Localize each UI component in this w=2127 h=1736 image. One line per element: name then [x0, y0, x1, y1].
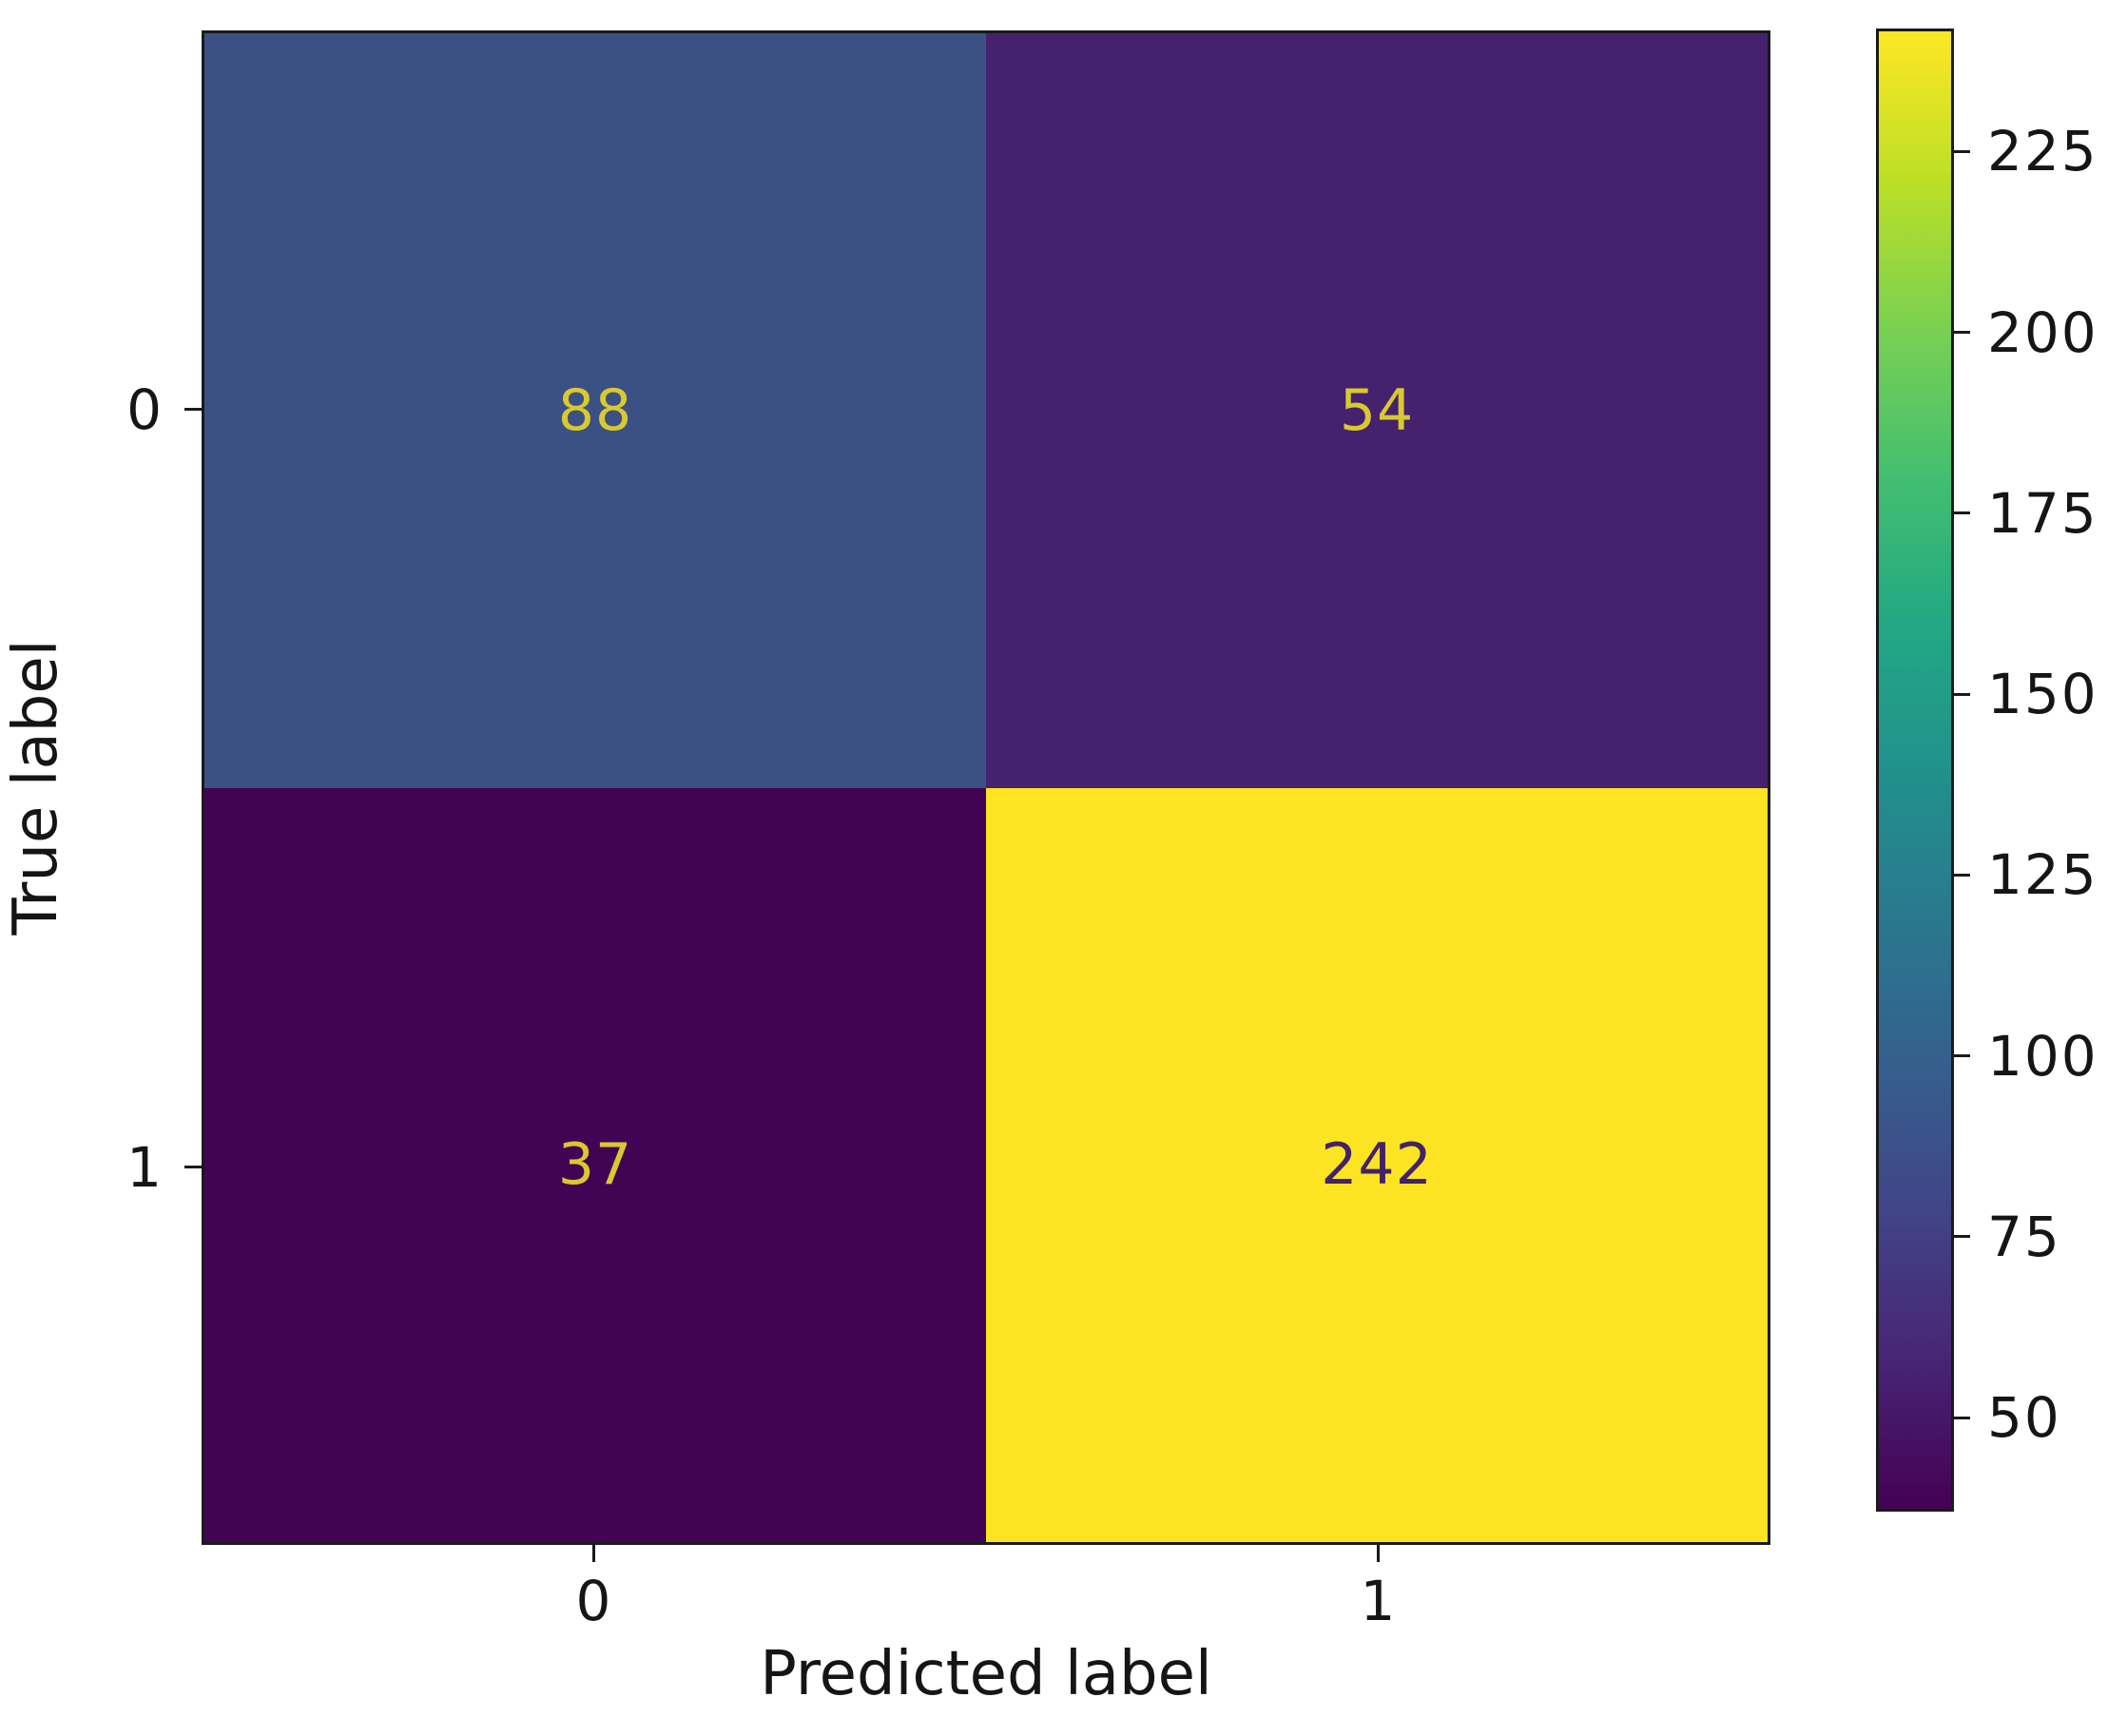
colorbar-tick-mark-125 [1954, 873, 1970, 877]
cell-true1-pred0: 37 [204, 787, 986, 1542]
colorbar-tick-mark-50 [1954, 1416, 1970, 1419]
y-tick-label-0: 0 [126, 377, 162, 442]
y-tick-mark-1 [184, 1166, 202, 1168]
cell-value: 242 [1321, 1131, 1433, 1199]
colorbar-tick-label-175: 175 [1987, 480, 2098, 546]
colorbar-tick-label-200: 200 [1987, 299, 2098, 365]
colorbar-tick-label-75: 75 [1987, 1204, 2061, 1269]
colorbar-tick-label-100: 100 [1987, 1023, 2098, 1089]
cell-true0-pred1: 54 [986, 33, 1768, 788]
cell-value: 88 [557, 376, 633, 444]
x-tick-label-0: 0 [575, 1569, 611, 1633]
x-tick-mark-1 [1377, 1545, 1380, 1562]
x-axis-title: Predicted label [760, 1639, 1212, 1709]
colorbar-tick-mark-75 [1954, 1235, 1970, 1239]
colorbar-tick-label-150: 150 [1987, 662, 2098, 727]
colorbar-tick-label-225: 225 [1987, 119, 2098, 184]
x-tick-label-1: 1 [1360, 1569, 1396, 1633]
colorbar-tick-mark-150 [1954, 692, 1970, 696]
colorbar-tick-mark-225 [1954, 149, 1970, 153]
y-tick-mark-0 [184, 408, 202, 411]
colorbar-tick-mark-175 [1954, 511, 1970, 515]
cell-value: 54 [1339, 376, 1415, 444]
heatmap-plot-area: 88 54 37 242 [202, 30, 1770, 1545]
cell-true1-pred1: 242 [986, 787, 1768, 1542]
y-axis-title: True label [0, 639, 71, 936]
colorbar-tick-label-50: 50 [1987, 1385, 2061, 1451]
colorbar-tick-mark-200 [1954, 331, 1970, 335]
colorbar-tick-mark-100 [1954, 1054, 1970, 1058]
y-tick-label-1: 1 [126, 1135, 162, 1200]
colorbar-tick-label-125: 125 [1987, 842, 2098, 908]
cell-value: 37 [557, 1131, 633, 1199]
x-tick-mark-0 [592, 1545, 595, 1562]
cell-true0-pred0: 88 [204, 33, 986, 788]
colorbar [1876, 29, 1954, 1512]
